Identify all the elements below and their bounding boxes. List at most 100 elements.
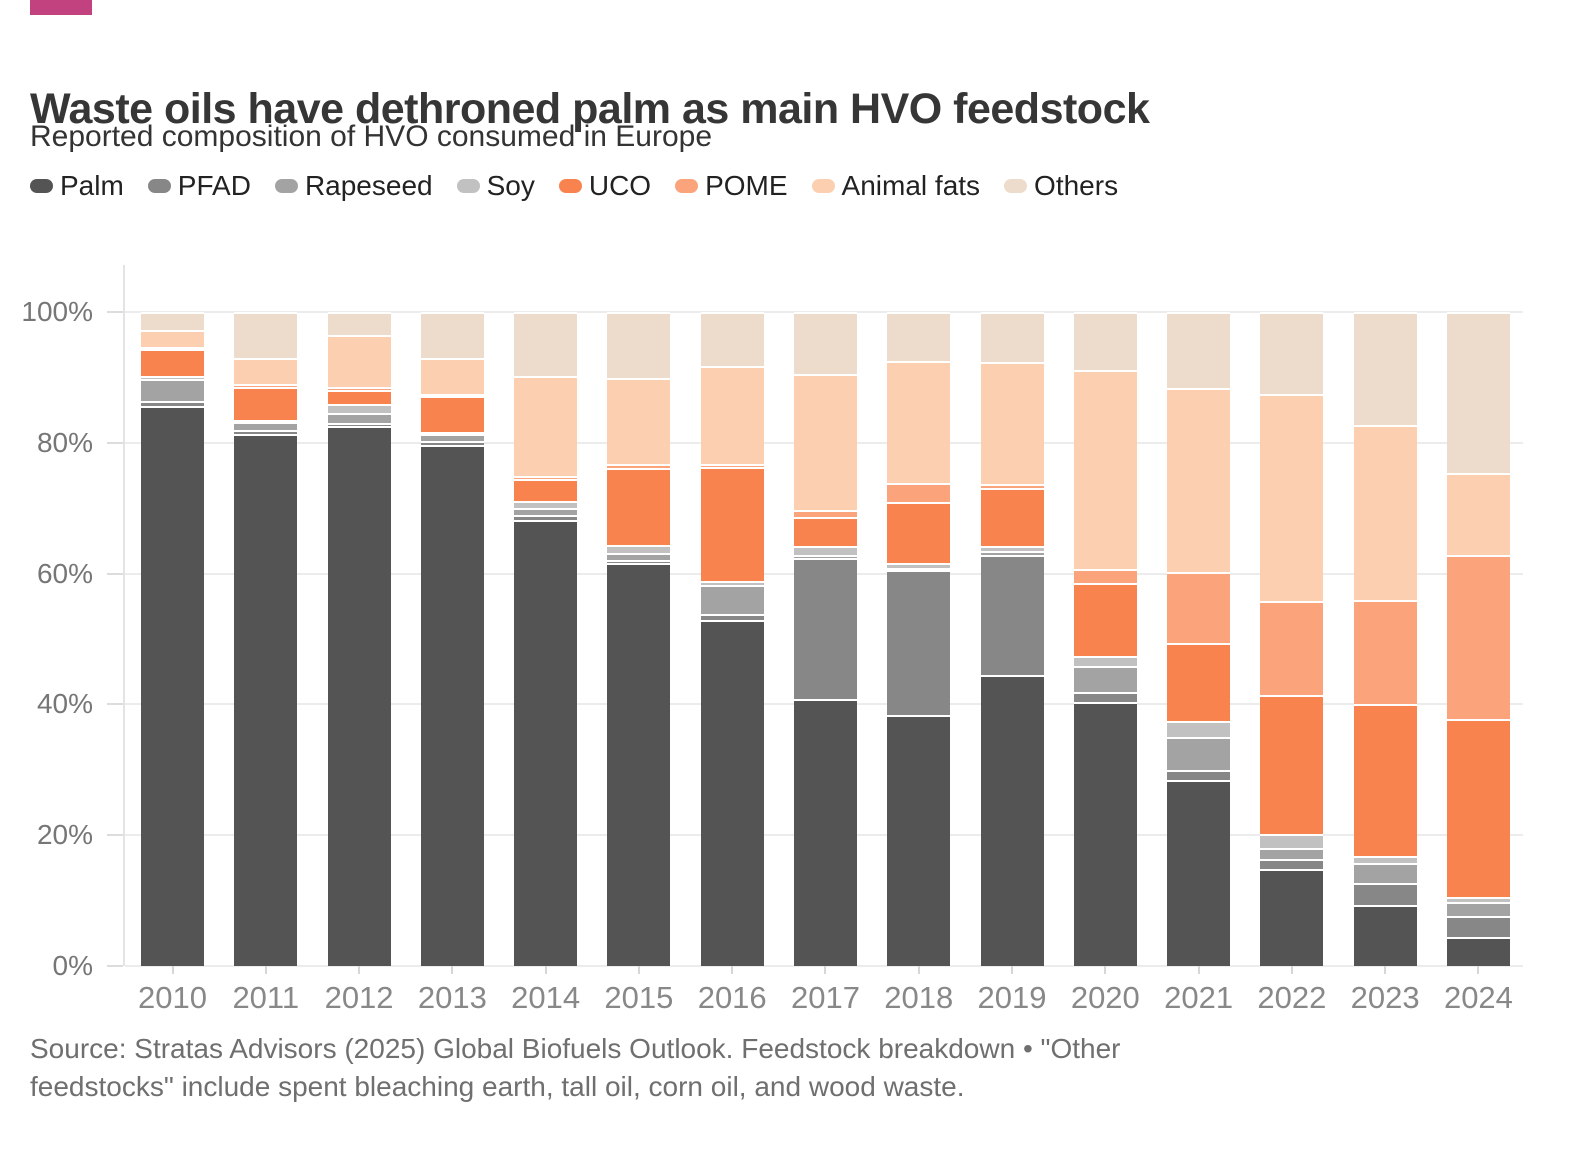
legend-label: Palm xyxy=(60,170,124,201)
x-axis-label-2012: 2012 xyxy=(324,980,394,1015)
x-tick-mark xyxy=(1197,966,1200,974)
bar-segment-animal-fats xyxy=(234,358,298,384)
x-item-2018: 2018 xyxy=(884,966,954,1016)
bar-segment-others xyxy=(1446,312,1510,473)
bar-segment-rapeseed xyxy=(514,508,578,516)
bar-segment-palm xyxy=(793,698,857,966)
bar-segment-soy xyxy=(607,544,671,553)
bar-segment-uco xyxy=(887,501,951,563)
bar-segment-uco xyxy=(327,389,391,404)
bar-segment-pome xyxy=(1167,571,1231,643)
y-axis-label-80: 80% xyxy=(36,426,93,458)
x-item-2023: 2023 xyxy=(1350,966,1420,1016)
bar-segment-pome xyxy=(607,464,671,468)
bar-2019 xyxy=(980,312,1044,966)
bar-segment-palm xyxy=(234,433,298,966)
x-item-2021: 2021 xyxy=(1164,966,1233,1016)
bar-segment-uco xyxy=(607,467,671,545)
x-axis: 2010 2011 2012 2013 2014 2015 2016 2017 2018 2019… xyxy=(125,966,1523,1016)
x-item-2015: 2015 xyxy=(604,966,673,1016)
bar-segment-pome xyxy=(980,484,1044,488)
bar-segment-animal-fats xyxy=(980,362,1044,485)
y-tick-mark xyxy=(107,703,123,706)
x-item-2013: 2013 xyxy=(417,966,487,1016)
bar-2018 xyxy=(887,312,951,966)
bar-segment-palm xyxy=(1353,905,1417,966)
bar-segment-pfad xyxy=(327,422,391,426)
x-tick-mark xyxy=(358,966,361,974)
bar-segment-soy xyxy=(1073,656,1137,666)
x-tick-mark xyxy=(451,966,454,974)
bar-2012 xyxy=(327,312,391,966)
legend-item-pome: POME xyxy=(675,170,788,202)
bar-segment-uco xyxy=(1353,703,1417,857)
bar-segment-palm xyxy=(420,445,484,966)
bar-segment-animal-fats xyxy=(700,366,764,464)
bar-segment-palm xyxy=(141,406,204,966)
bar-segment-pome xyxy=(793,509,857,518)
bar-segment-soy xyxy=(793,545,857,556)
bar-segment-rapeseed xyxy=(1353,863,1417,883)
y-axis-label-40: 40% xyxy=(36,688,93,720)
bar-segment-soy xyxy=(1353,856,1417,864)
bar-segment-uco xyxy=(1167,642,1231,721)
x-axis-label-2024: 2024 xyxy=(1443,980,1513,1015)
x-item-2014: 2014 xyxy=(511,966,580,1016)
x-tick-mark xyxy=(917,966,920,974)
x-axis-label-2023: 2023 xyxy=(1350,980,1420,1015)
y-axis: 0% 20% 40% 60% 80% 100% xyxy=(0,296,123,981)
bar-2011 xyxy=(234,312,298,966)
bar-segment-others xyxy=(141,312,204,330)
bar-segment-uco xyxy=(420,396,484,432)
brand-mark xyxy=(30,0,92,15)
bar-segment-pome xyxy=(700,463,764,468)
bar-segment-uco xyxy=(1260,695,1324,834)
bar-2020 xyxy=(1073,312,1137,966)
bar-segment-others xyxy=(793,312,857,375)
legend-item-pfad: PFAD xyxy=(147,170,251,202)
bar-segment-pfad xyxy=(234,430,298,434)
x-item-2010: 2010 xyxy=(138,966,207,1016)
legend-swatch-icon xyxy=(558,179,582,193)
bar-segment-others xyxy=(1073,312,1137,370)
bar-segment-others xyxy=(1167,312,1231,388)
legend-item-others: Others xyxy=(1004,170,1118,202)
bar-segment-animal-fats xyxy=(1353,424,1417,600)
bar-segment-pfad xyxy=(1353,882,1417,906)
legend-label: Others xyxy=(1034,170,1119,201)
x-axis-label-2013: 2013 xyxy=(417,980,487,1015)
bar-segment-rapeseed xyxy=(327,413,391,423)
x-tick-mark xyxy=(171,966,174,974)
bar-segment-rapeseed xyxy=(1167,737,1231,770)
bar-2016 xyxy=(700,312,764,966)
bar-segment-animal-fats xyxy=(514,375,578,476)
bar-segment-rapeseed xyxy=(1260,847,1324,859)
bar-segment-palm xyxy=(514,519,578,966)
legend-label: UCO xyxy=(588,170,652,201)
source-note: Source: Stratas Advisors (2025) Global B… xyxy=(30,1033,1121,1102)
x-tick-mark xyxy=(637,966,640,974)
bar-segment-palm xyxy=(607,563,671,966)
bar-segment-soy xyxy=(234,419,298,422)
bar-segment-palm xyxy=(887,714,951,966)
x-tick-mark xyxy=(1104,966,1107,974)
x-axis-label-2017: 2017 xyxy=(790,980,860,1015)
y-tick-mark xyxy=(107,965,123,967)
x-axis-label-2020: 2020 xyxy=(1070,980,1140,1015)
bar-segment-rapeseed xyxy=(607,552,671,560)
legend-swatch-icon xyxy=(147,179,171,193)
bar-2014 xyxy=(514,312,578,966)
x-axis-label-2018: 2018 xyxy=(884,980,954,1015)
bar-segment-uco xyxy=(234,386,298,420)
x-item-2012: 2012 xyxy=(324,966,394,1016)
legend-swatch-icon xyxy=(675,179,699,193)
bar-segment-others xyxy=(514,312,578,376)
bar-2023 xyxy=(1353,312,1417,966)
bar-2021 xyxy=(1167,312,1231,966)
bar-segment-rapeseed xyxy=(793,555,857,558)
y-axis-label-100: 100% xyxy=(21,296,93,327)
bar-segment-others xyxy=(1260,312,1324,395)
x-item-2022: 2022 xyxy=(1257,966,1326,1016)
bar-segment-palm xyxy=(327,425,391,966)
x-item-2016: 2016 xyxy=(698,966,767,1016)
